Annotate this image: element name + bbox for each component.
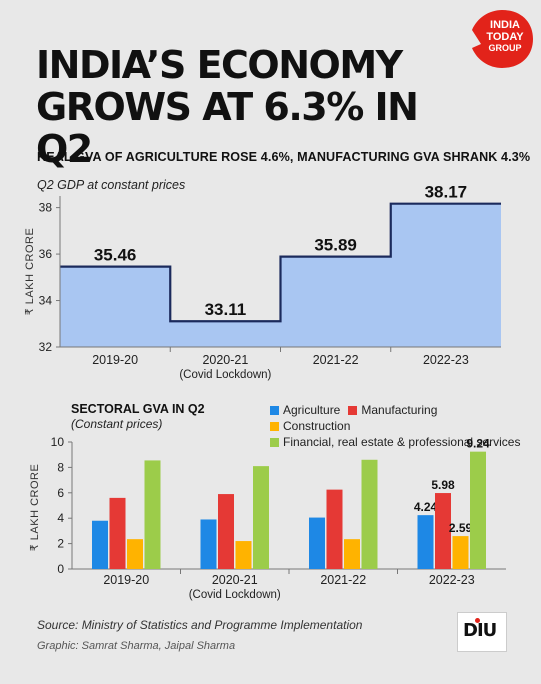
- sectoral-x-tick-label: 2019-20: [103, 573, 149, 587]
- bar-financial: [144, 460, 161, 569]
- sectoral-y-axis-label: ₹ LAKH CRORE: [29, 464, 41, 552]
- legend-swatch: [270, 438, 279, 447]
- bar-financial: [361, 459, 378, 569]
- gdp-y-tick-label: 38: [39, 201, 53, 215]
- gdp-x-tick-label: 2020-21: [202, 353, 248, 367]
- gdp-step-line: [60, 202, 501, 323]
- bar-financial: [253, 466, 269, 569]
- gdp-y-axis-label: ₹ LAKH CRORE: [24, 228, 36, 316]
- brand-line3: GROUP: [488, 43, 521, 53]
- bar-financial: [470, 451, 486, 569]
- sectoral-y-tick-label: 10: [51, 435, 65, 449]
- sectoral-chart-subtitle: (Constant prices): [71, 417, 163, 431]
- sectoral-data-label: 9.24: [466, 437, 490, 451]
- legend-label: Agriculture: [283, 403, 341, 417]
- legend-label: Financial, real estate & professional se…: [283, 435, 521, 449]
- graphic-credit: Graphic: Samrat Sharma, Jaipal Sharma: [37, 640, 236, 652]
- sectoral-y-tick-label: 0: [57, 562, 64, 576]
- bar-construction: [235, 541, 252, 569]
- gdp-data-label: 33.11: [205, 300, 247, 319]
- sectoral-y-tick-label: 2: [57, 537, 64, 551]
- brand-line2: TODAY: [486, 31, 524, 43]
- headline-line-2: GROWS AT 6.3% IN Q2: [36, 85, 419, 171]
- gdp-x-tick-note: (Covid Lockdown): [179, 369, 271, 381]
- gdp-y-tick-label: 32: [39, 340, 53, 354]
- sectoral-data-label: 5.98: [431, 478, 455, 492]
- bar-manufacturing: [435, 493, 451, 569]
- bar-agriculture: [92, 520, 108, 569]
- sectoral-y-tick-label: 8: [57, 460, 64, 474]
- sectoral-x-tick-label: 2020-21: [212, 573, 258, 587]
- sectoral-data-label: 4.24: [414, 500, 438, 514]
- legend-swatch: [270, 406, 279, 415]
- sectoral-data-label: 2.59: [449, 521, 473, 535]
- sectoral-x-tick-label: 2021-22: [320, 573, 366, 587]
- legend-label: Manufacturing: [361, 403, 438, 417]
- bar-manufacturing: [326, 489, 343, 569]
- gdp-chart-title: Q2 GDP at constant prices: [37, 178, 186, 192]
- source-note: Source: Ministry of Statistics and Progr…: [37, 618, 363, 632]
- gdp-data-label: 35.89: [314, 236, 357, 255]
- legend-swatch: [270, 422, 279, 431]
- legend-item: Construction: [270, 418, 350, 434]
- subheadline: REAL GVA OF AGRICULTURE ROSE 4.6%, MANUF…: [37, 150, 531, 164]
- sectoral-legend: Agriculture Manufacturing Construction Fina…: [270, 402, 530, 450]
- sectoral-x-tick-label: 2022-23: [429, 573, 475, 587]
- gdp-data-label: 35.46: [94, 246, 137, 265]
- gdp-y-tick-label: 34: [39, 294, 53, 308]
- bar-construction: [452, 536, 469, 569]
- sectoral-y-tick-label: 6: [57, 486, 64, 500]
- legend-swatch: [348, 406, 358, 415]
- legend-item: Agriculture: [270, 402, 340, 418]
- bar-agriculture: [200, 519, 217, 569]
- bar-agriculture: [309, 517, 325, 569]
- bar-construction: [127, 539, 143, 569]
- bar-agriculture: [417, 515, 434, 569]
- diu-dot-icon: [475, 618, 480, 623]
- legend-item: Financial, real estate & professional se…: [270, 434, 520, 450]
- gdp-x-tick-label: 2021-22: [313, 353, 359, 367]
- headline-line-1: INDIA’S ECONOMY: [36, 43, 403, 87]
- gdp-data-label: 38.17: [425, 183, 468, 202]
- legend-item: Manufacturing: [348, 402, 437, 418]
- legend-label: Construction: [283, 419, 351, 433]
- gdp-x-tick-label: 2022-23: [423, 353, 469, 367]
- sectoral-x-tick-note: (Covid Lockdown): [189, 589, 281, 601]
- sectoral-y-tick-label: 4: [57, 511, 64, 525]
- gdp-step-area-chart: 32 34 36 38 2019-20 2020-21 (Covid Lockdown) 20…: [24, 183, 501, 381]
- india-today-group-logo: INDIA TODAY GROUP: [469, 8, 535, 70]
- brand-line1: INDIA: [490, 19, 520, 31]
- diu-logo-text: DIU: [463, 620, 497, 641]
- bar-manufacturing: [218, 494, 234, 569]
- sectoral-chart-title: SECTORAL GVA IN Q2: [71, 402, 205, 416]
- brand-badge-icon: INDIA TODAY GROUP: [472, 10, 533, 68]
- gdp-y-tick-label: 36: [39, 247, 53, 261]
- bar-manufacturing: [109, 497, 126, 569]
- gdp-x-tick-label: 2019-20: [92, 353, 138, 367]
- diu-logo: DIU: [457, 612, 507, 652]
- headline: INDIA’S ECONOMY GROWS AT 6.3% IN Q2: [36, 44, 456, 170]
- bar-construction: [344, 539, 360, 569]
